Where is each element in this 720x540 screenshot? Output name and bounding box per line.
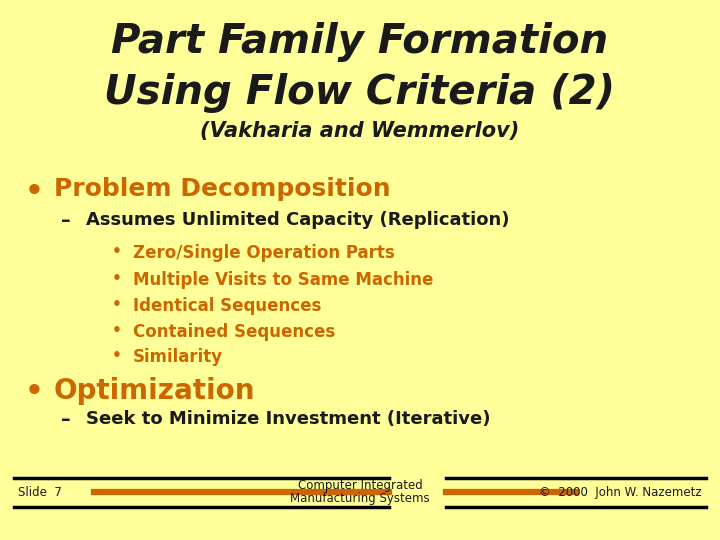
- Text: Manufacturing Systems: Manufacturing Systems: [290, 492, 430, 505]
- Text: Identical Sequences: Identical Sequences: [133, 297, 322, 315]
- Text: ©  2000  John W. Nazemetz: © 2000 John W. Nazemetz: [539, 486, 702, 499]
- Text: •: •: [25, 178, 44, 206]
- Text: Using Flow Criteria (2): Using Flow Criteria (2): [104, 73, 616, 113]
- Text: Seek to Minimize Investment (Iterative): Seek to Minimize Investment (Iterative): [86, 410, 491, 428]
- Text: Part Family Formation: Part Family Formation: [112, 22, 608, 62]
- Text: Multiple Visits to Same Machine: Multiple Visits to Same Machine: [133, 271, 433, 289]
- Text: Zero/Single Operation Parts: Zero/Single Operation Parts: [133, 244, 395, 262]
- Text: Problem Decomposition: Problem Decomposition: [54, 177, 391, 201]
- Text: –: –: [61, 211, 71, 229]
- Text: Contained Sequences: Contained Sequences: [133, 323, 336, 341]
- Text: Slide  7: Slide 7: [18, 486, 62, 499]
- Text: (Vakharia and Wemmerlov): (Vakharia and Wemmerlov): [200, 122, 520, 141]
- Text: •: •: [25, 378, 44, 406]
- Text: •: •: [112, 297, 122, 312]
- Text: •: •: [112, 348, 122, 363]
- Text: •: •: [112, 323, 122, 338]
- Text: Assumes Unlimited Capacity (Replication): Assumes Unlimited Capacity (Replication): [86, 211, 510, 228]
- Text: Computer Integrated: Computer Integrated: [297, 480, 423, 492]
- Text: Similarity: Similarity: [133, 348, 223, 366]
- Text: •: •: [112, 271, 122, 286]
- Text: Optimization: Optimization: [54, 377, 256, 405]
- Text: •: •: [112, 244, 122, 259]
- Text: –: –: [61, 410, 71, 429]
